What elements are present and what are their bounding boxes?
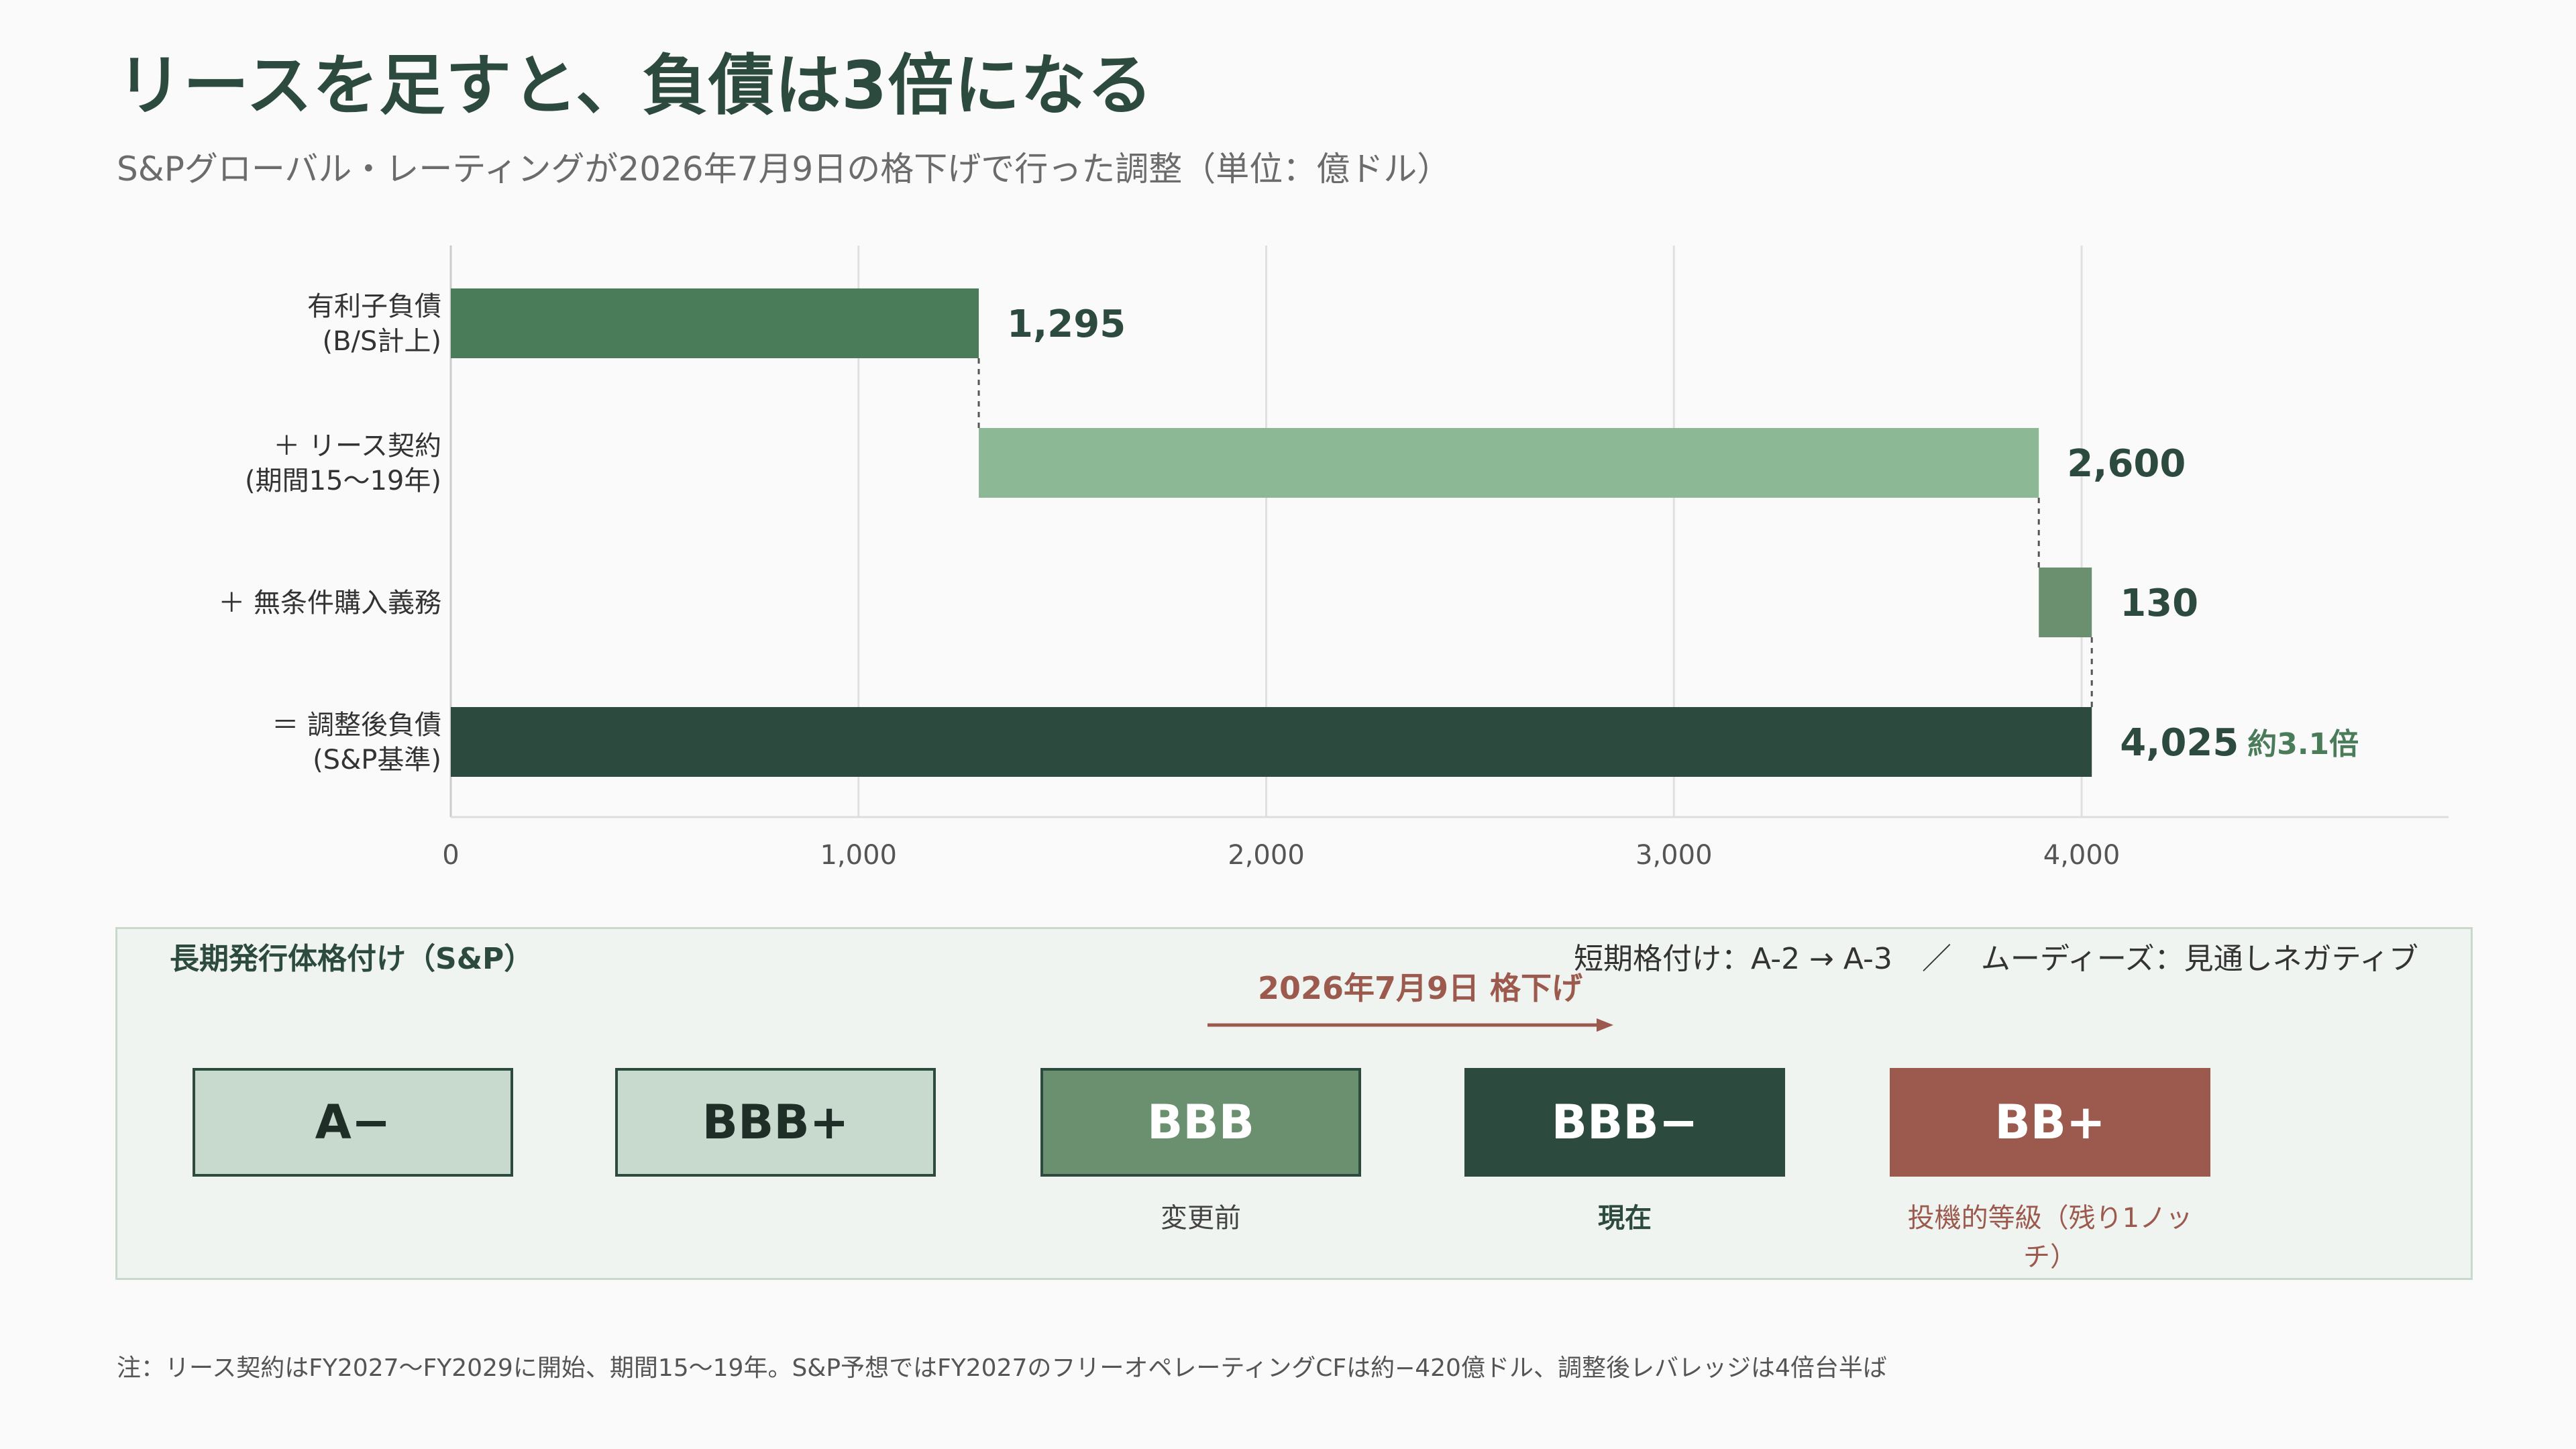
rating-box: BBB+: [615, 1068, 936, 1177]
waterfall-chart: 0 1,000 2,000 3,000 4,000 1,295 有利子負債 (B/S計上) 2,…: [218, 246, 2449, 871]
page-title: リースを足すと、負債は3倍になる: [117, 48, 1154, 124]
x-tick-label: 3,000: [1635, 840, 1713, 871]
downgrade-label: 2026年7月9日 格下げ: [1258, 970, 1583, 1006]
x-tick-label: 4,000: [2043, 840, 2121, 871]
category-label: ＝ 調整後負債: [272, 710, 441, 741]
bar: [2039, 568, 2092, 637]
rating-panel-note: 短期格付け：A-2 → A-3 ／ ムーディーズ：見通しネガティブ: [1574, 942, 2418, 976]
bar: [451, 288, 979, 358]
rating-box: BB+: [1890, 1068, 2210, 1177]
category-label: ＋ 無条件購入義務: [218, 588, 441, 619]
bar: [979, 428, 2039, 498]
bar-value-label: 4,025: [2120, 721, 2239, 765]
multiple-annotation: 約3.1倍: [2247, 727, 2359, 761]
bar-value-label: 130: [2120, 582, 2198, 625]
rating-caption: 現在: [1598, 1203, 1652, 1234]
x-tick-label: 1,000: [820, 840, 897, 871]
rating-box: BBB−: [1464, 1068, 1785, 1177]
bar: [451, 707, 2092, 777]
rating-caption: 変更前: [1161, 1203, 1241, 1234]
downgrade-arrow-icon: [1208, 1018, 1613, 1032]
rating-caption: 投機的等級（残り1ノッチ）: [1907, 1203, 2193, 1273]
footnote: 注：リース契約はFY2027〜FY2029に開始、期間15〜19年。S&P予想で…: [117, 1354, 1887, 1382]
category-label: (S&P基準): [313, 745, 441, 775]
x-tick-label: 0: [442, 840, 459, 871]
rating-box: A−: [193, 1068, 513, 1177]
page-subtitle: S&Pグローバル・レーティングが2026年7月9日の格下げで行った調整（単位：億…: [117, 150, 1451, 189]
category-label: (期間15〜19年): [245, 466, 441, 496]
bar-value-label: 1,295: [1007, 303, 1126, 346]
rating-panel: 長期発行体格付け（S&P） 短期格付け：A-2 → A-3 ／ ムーディーズ：見…: [115, 927, 2473, 1280]
category-label: 有利子負債: [307, 291, 441, 322]
rating-box: BBB: [1040, 1068, 1361, 1177]
rating-panel-title: 長期発行体格付け（S&P）: [170, 942, 534, 976]
bar-value-label: 2,600: [2067, 442, 2186, 486]
category-label: (B/S計上): [322, 326, 441, 357]
x-tick-label: 2,000: [1228, 840, 1305, 871]
category-label: ＋ リース契約: [273, 431, 441, 462]
